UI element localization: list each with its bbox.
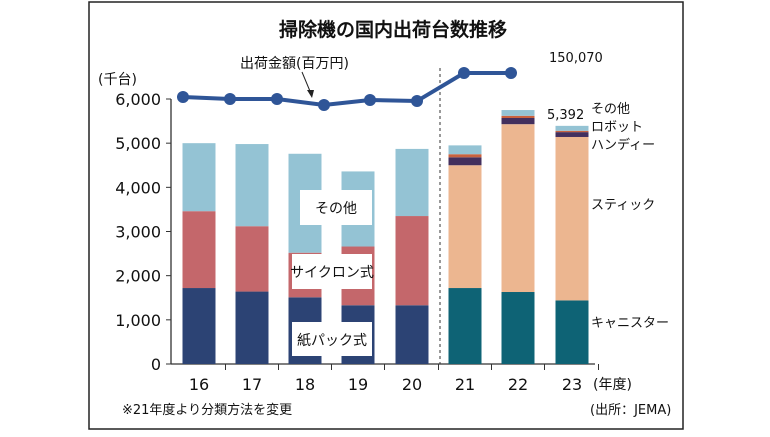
- bar-segment: [182, 211, 216, 289]
- x-tick-label: 22: [508, 375, 528, 394]
- label-other-old: その他: [315, 201, 357, 217]
- source-label: (出所：JEMA): [590, 403, 671, 418]
- line-point: [411, 95, 423, 108]
- label-box-cyclone: [292, 254, 372, 289]
- bar-segment: [555, 130, 589, 133]
- x-tick-label: 23: [562, 375, 582, 394]
- line-value-label: 150,070: [549, 51, 603, 66]
- line-point: [224, 93, 236, 106]
- bar-segment: [555, 132, 589, 137]
- y-tick-label: 3,000: [115, 223, 161, 242]
- label-paper: 紙パック式: [297, 333, 367, 349]
- bar-segment: [555, 300, 589, 364]
- bar-segment: [448, 165, 482, 289]
- line-series-label: 出荷金額(百万円): [240, 56, 349, 72]
- bar-segment: [395, 148, 429, 217]
- bar-segment: [448, 154, 482, 158]
- label-canister: キャニスター: [591, 316, 669, 331]
- bar-segment: [395, 216, 429, 306]
- label-other-new: その他: [591, 102, 630, 117]
- chart-title: 掃除機の国内出荷台数推移: [279, 18, 507, 41]
- label-cyclone: サイクロン式: [290, 265, 374, 281]
- chart-frame: [88, 1, 684, 430]
- bar-segment: [235, 226, 269, 292]
- x-tick-label: 20: [402, 375, 422, 394]
- x-tick-label: 18: [295, 375, 315, 394]
- bar-segment: [235, 291, 269, 364]
- label-robot: ロボット: [591, 120, 643, 135]
- y-tick-label: 1,000: [115, 311, 161, 330]
- line-point: [458, 67, 470, 80]
- x-tick-label: 21: [455, 375, 475, 394]
- bar-segment: [182, 143, 216, 212]
- x-axis-label: (年度): [593, 377, 632, 393]
- footnote: ※21年度より分類方法を変更: [122, 402, 292, 418]
- bar-segment: [501, 124, 535, 293]
- bar-segment: [555, 125, 589, 131]
- bar-segment: [235, 144, 269, 227]
- bar-segment: [182, 288, 216, 364]
- label-box-paper: [292, 322, 372, 356]
- bar-segment: [448, 157, 482, 166]
- bar-segment: [501, 117, 535, 125]
- line-point: [505, 67, 517, 79]
- y-tick-label: 0: [151, 355, 161, 374]
- x-tick-label: 17: [242, 375, 262, 394]
- bar-segment: [501, 115, 535, 118]
- line-point: [271, 93, 283, 106]
- y-tick-label: 2,000: [115, 267, 161, 286]
- y-tick-label: 6,000: [115, 90, 161, 109]
- bar-segment: [395, 305, 429, 364]
- bar-segment: [448, 288, 482, 364]
- total-label-23: 5,392: [547, 108, 584, 123]
- bar-segment: [501, 292, 535, 364]
- y-axis-label: (千台): [98, 72, 137, 88]
- line-point: [177, 91, 189, 104]
- line-point: [318, 99, 330, 112]
- bar-segment: [501, 110, 535, 116]
- y-tick-label: 4,000: [115, 178, 161, 197]
- label-box-other: [300, 190, 372, 225]
- bar-segment: [555, 136, 589, 301]
- label-handy: ハンディー: [591, 137, 655, 153]
- line-point: [364, 94, 376, 107]
- x-tick-label: 19: [348, 375, 368, 394]
- label-stick: スティック: [591, 198, 655, 213]
- y-tick-label: 5,000: [115, 134, 161, 153]
- line-series: [182, 71, 512, 108]
- bar-segment: [448, 145, 482, 155]
- x-tick-label: 16: [189, 375, 209, 394]
- arrow-head-icon: [307, 90, 314, 98]
